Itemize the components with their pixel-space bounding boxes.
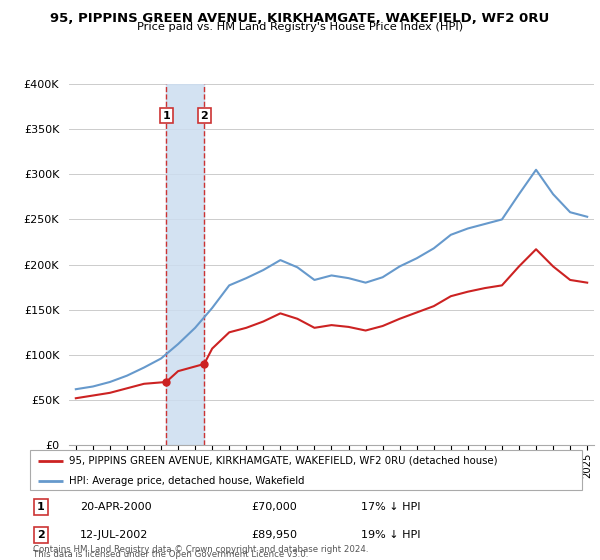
Text: 2: 2 [200, 111, 208, 120]
Text: 1: 1 [162, 111, 170, 120]
Text: Contains HM Land Registry data © Crown copyright and database right 2024.: Contains HM Land Registry data © Crown c… [33, 545, 368, 554]
Bar [166, 84, 204, 445]
Text: This data is licensed under the Open Government Licence v3.0.: This data is licensed under the Open Gov… [33, 550, 308, 559]
Text: 95, PIPPINS GREEN AVENUE, KIRKHAMGATE, WAKEFIELD, WF2 0RU: 95, PIPPINS GREEN AVENUE, KIRKHAMGATE, W… [50, 12, 550, 25]
Text: 19% ↓ HPI: 19% ↓ HPI [361, 530, 421, 540]
FancyBboxPatch shape [30, 450, 582, 490]
Text: Price paid vs. HM Land Registry's House Price Index (HPI): Price paid vs. HM Land Registry's House … [137, 22, 463, 32]
Text: 17% ↓ HPI: 17% ↓ HPI [361, 502, 421, 512]
Text: 1: 1 [37, 502, 45, 512]
Text: 95, PIPPINS GREEN AVENUE, KIRKHAMGATE, WAKEFIELD, WF2 0RU (detached house): 95, PIPPINS GREEN AVENUE, KIRKHAMGATE, W… [68, 456, 497, 465]
Text: HPI: Average price, detached house, Wakefield: HPI: Average price, detached house, Wake… [68, 476, 304, 486]
Text: 2: 2 [37, 530, 45, 540]
Text: £70,000: £70,000 [251, 502, 296, 512]
Text: 20-APR-2000: 20-APR-2000 [80, 502, 151, 512]
Text: 12-JUL-2002: 12-JUL-2002 [80, 530, 148, 540]
Text: £89,950: £89,950 [251, 530, 297, 540]
